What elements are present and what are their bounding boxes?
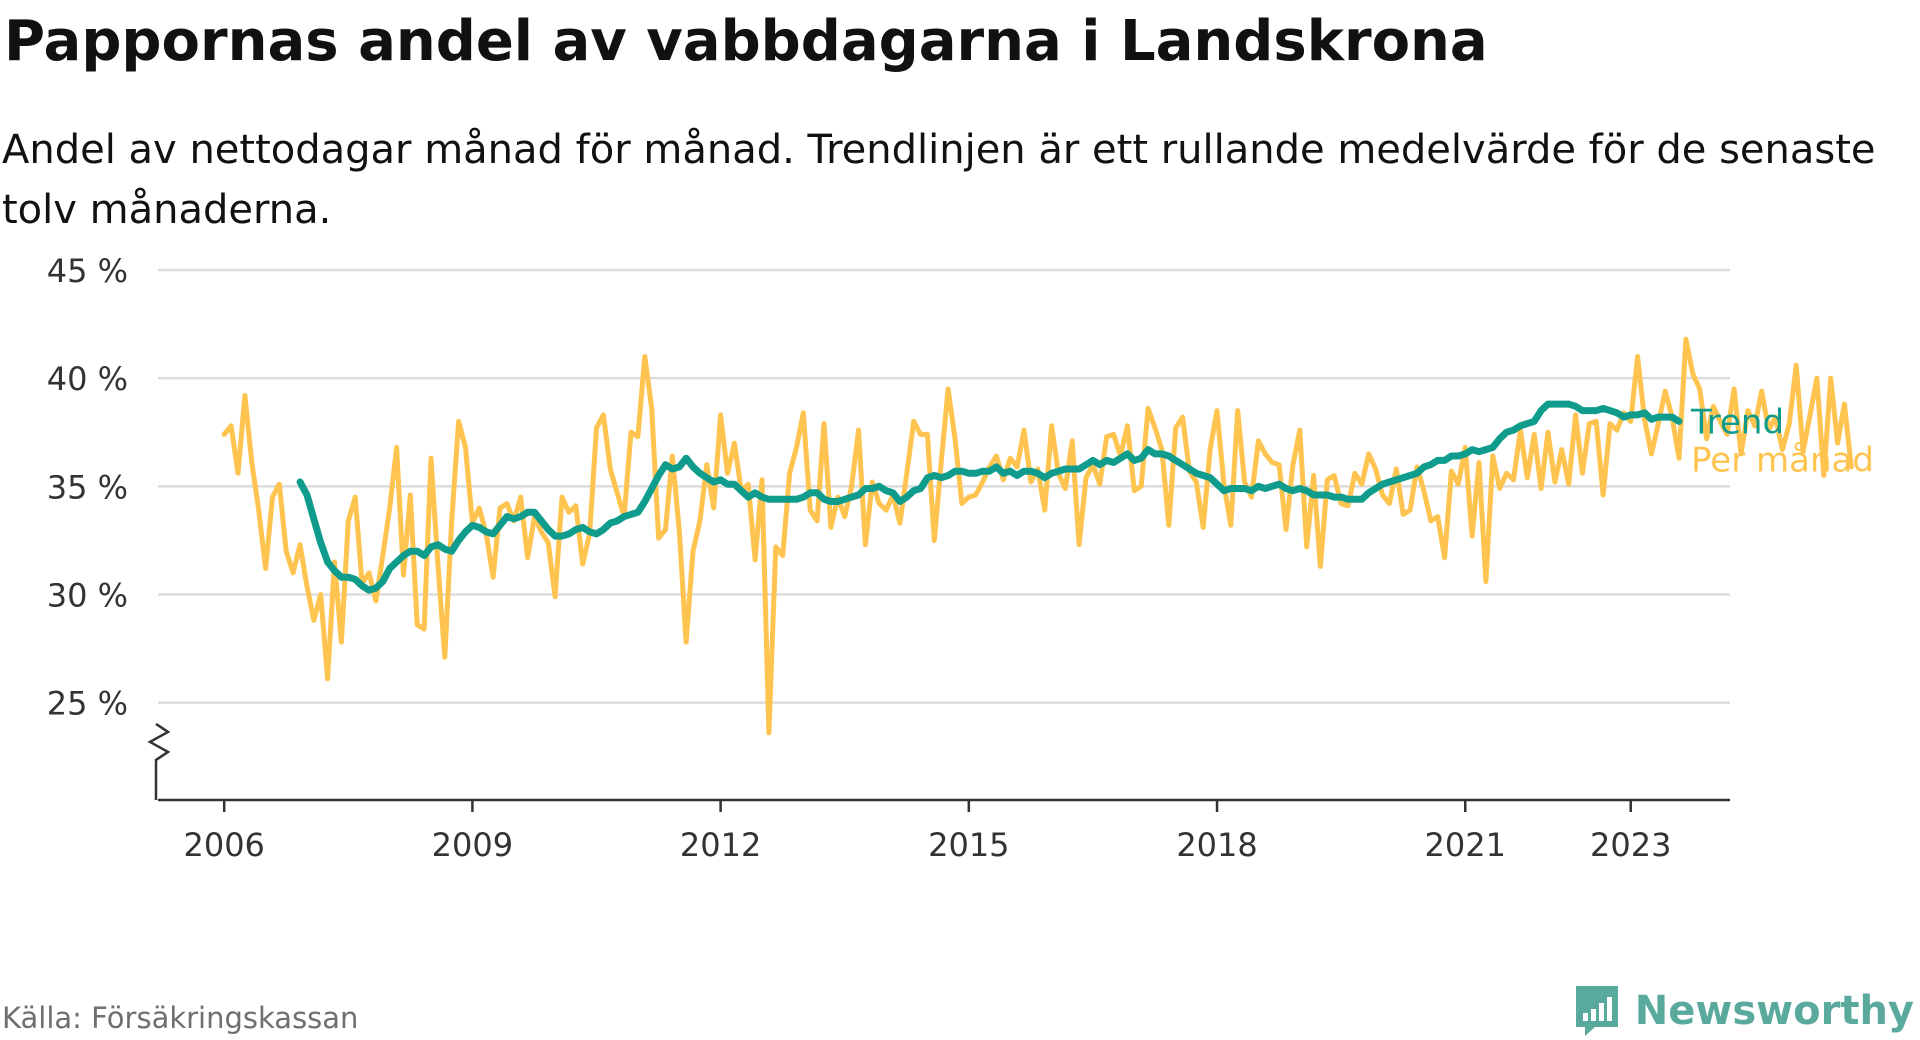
- y-tick-label: 25 %: [47, 685, 128, 723]
- y-tick-label: 35 %: [47, 468, 128, 506]
- y-tick-label: 30 %: [47, 576, 128, 614]
- axes: 25 % 30 % 35 % 40 % 45 % 2006 2009 2012 2015 2018…: [47, 252, 1730, 864]
- series-line-per-manad: [221, 336, 1854, 736]
- series-line-trend: [296, 400, 1683, 594]
- series-label-per-manad: Per månad: [1691, 440, 1874, 480]
- chart-subtitle: Andel av nettodagar månad för månad. Tre…: [2, 127, 1876, 233]
- x-tick-label: 2015: [928, 826, 1009, 864]
- series-layer: [221, 336, 1854, 736]
- x-tick-label: 2021: [1425, 826, 1506, 864]
- y-tick-label: 45 %: [47, 252, 128, 290]
- bar-chart-speech-bubble-icon: [1575, 986, 1618, 1036]
- x-tick-label: 2012: [680, 826, 761, 864]
- x-tick-label: 2009: [432, 826, 513, 864]
- series-label-trend: Trend: [1690, 402, 1784, 442]
- axis-break-icon: [147, 722, 171, 800]
- x-tick-label: 2006: [183, 826, 264, 864]
- chart-title: Pappornas andel av vabbdagarna i Landskr…: [4, 9, 1488, 74]
- x-tick-label: 2023: [1590, 826, 1671, 864]
- brand-name: Newsworthy: [1634, 988, 1914, 1034]
- source-note: Källa: Försäkringskassan: [2, 1001, 359, 1035]
- newsworthy-logo: Newsworthy: [1573, 980, 1914, 1040]
- y-tick-label: 40 %: [47, 360, 128, 398]
- x-tick-label: 2018: [1176, 826, 1257, 864]
